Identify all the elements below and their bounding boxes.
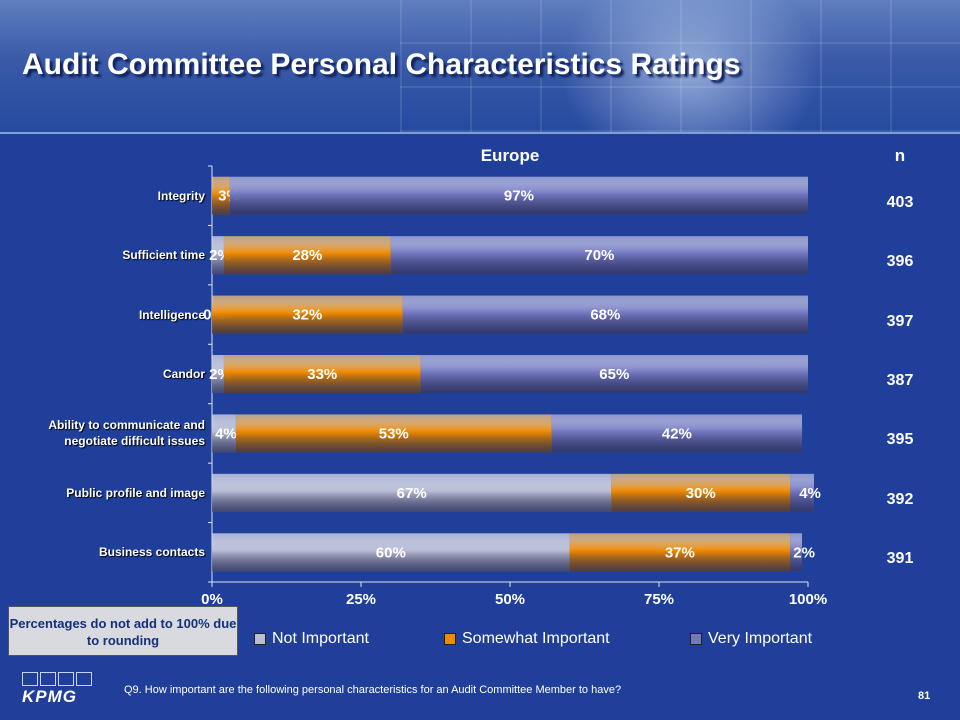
category-label-line: Public profile and image [66,485,205,500]
n-value: 397 [886,312,914,330]
bar-segment [212,295,403,334]
bar-segment [223,355,421,393]
legend-label: Not Important [272,630,369,647]
question-footnote: Q9. How important are the following pers… [124,684,622,696]
header-glow [560,0,820,132]
category-label-line: negotiate difficult issues [64,434,205,449]
n-value: 396 [886,253,914,271]
category-label: Intelligence [139,307,205,323]
bar-segment [390,236,808,275]
bar-segment [569,533,791,572]
bar-segment [212,176,230,215]
legend-swatch [444,633,456,645]
legend-item: Somewhat Important [444,630,610,648]
bar-segment [212,473,612,512]
logo-text: KPMG [22,687,77,706]
bar-data-label: 53% [379,425,409,442]
bar-data-label: 4% [799,485,821,502]
category-label: Public profile and image [66,485,205,501]
bar-data-label: 30% [686,485,716,502]
category-label-line: Ability to communicate and [48,418,205,433]
header-divider [0,132,960,134]
n-value: 392 [886,490,914,508]
bar-segment [790,533,803,572]
legend-swatch [690,633,702,645]
page-number: 81 [918,690,931,702]
bar-segment [235,414,552,453]
bar-segment [611,473,791,512]
legend-item: Very Important [690,630,812,648]
rounding-note: Percentages do not add to 100% due to ro… [8,606,238,656]
bar-segment [212,533,570,572]
bar-data-label: 68% [590,307,620,324]
bar-data-label: 4% [215,425,237,442]
x-tick-label: 100% [789,591,827,608]
x-tick-label: 25% [346,591,376,608]
bar-segment [790,473,814,512]
legend-swatch [254,633,266,645]
bar-data-label: 42% [662,425,692,442]
bar-data-label: 65% [599,366,629,383]
bar-data-label: 28% [292,247,322,264]
bar-segment [212,414,236,453]
x-tick-label: 75% [644,591,674,608]
bar-segment [223,236,391,275]
n-column-header: n [894,146,906,165]
category-label-line: Business contacts [98,545,205,560]
chart-title: Europe [480,146,540,165]
bar-data-label: 2% [793,544,815,561]
n-value: 387 [886,372,914,389]
legend-label: Very Important [708,630,813,647]
category-label-line: Integrity [157,188,205,203]
bar-data-label: 33% [307,366,337,383]
category-label: Sufficient time [122,247,205,263]
category-label: Business contacts [99,544,205,560]
bar-data-label: 60% [376,544,406,561]
legend-item: Not Important [254,630,369,648]
bar-segment [402,295,808,334]
n-value: 391 [886,550,914,568]
bar-data-label: 37% [665,544,695,561]
bar-data-label: 70% [584,247,614,264]
x-tick-label: 50% [495,591,525,608]
category-label: Ability to communicate and negotiate diff… [48,417,205,449]
n-value: 403 [886,193,914,211]
bar-data-label: 32% [292,307,322,324]
category-label: Candor [163,366,205,382]
header-banner: Audit Committee Personal Characteristics… [0,0,960,132]
n-value: 395 [886,431,914,449]
page-title: Audit Committee Personal Characteristics… [22,48,741,81]
bar-data-label: 97% [504,188,534,205]
bar-segment [212,355,224,393]
bar-segment [420,355,808,393]
bar-segment [551,414,803,453]
legend-label: Somewhat Important [462,630,610,647]
category-label-line: Candor [163,367,205,381]
logo-boxes [22,672,96,686]
category-label-line: Intelligence [138,307,205,322]
kpmg-logo: KPMG [22,672,96,708]
bar-data-label: 67% [397,485,427,502]
x-tick-label: 0% [201,591,223,608]
category-label: Integrity [158,188,205,204]
bar-segment [229,176,808,215]
category-label-line: Sufficient time [122,248,205,263]
bar-segment [212,236,224,275]
